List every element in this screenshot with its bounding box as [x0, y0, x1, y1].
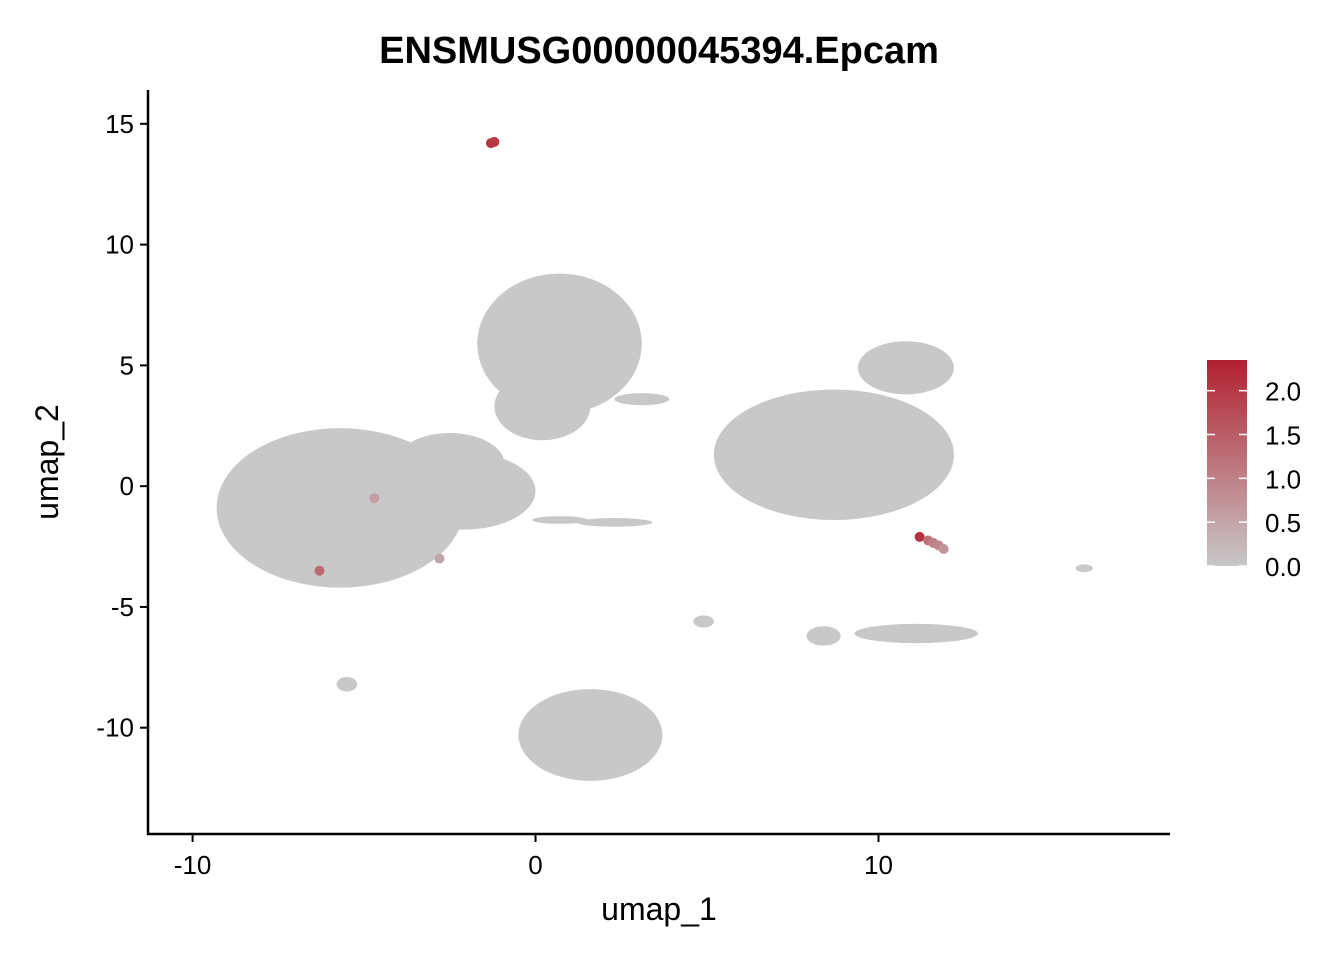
cell-cluster — [857, 341, 954, 395]
expressing-cell-point — [314, 565, 325, 576]
color-legend: 0.0 0.5 1.0 1.5 2.0 — [1207, 360, 1301, 582]
cell-cluster — [518, 689, 663, 781]
cell-cluster — [576, 518, 653, 527]
legend-tick-label: 1.0 — [1265, 464, 1301, 494]
x-tick-label: -10 — [174, 850, 212, 880]
cell-cluster — [336, 676, 358, 692]
cell-cluster — [1075, 564, 1093, 573]
x-tick-label: 10 — [864, 850, 893, 880]
cell-cluster — [806, 626, 841, 646]
cell-cluster — [713, 389, 954, 520]
y-tick-label: 15 — [105, 109, 134, 139]
cell-cluster — [532, 516, 587, 524]
chart-title: ENSMUSG00000045394.Epcam — [379, 30, 939, 72]
x-tick-label: 0 — [528, 850, 542, 880]
cell-cluster — [494, 372, 591, 441]
cell-cluster — [394, 433, 505, 496]
x-axis-title: umap_1 — [601, 891, 717, 927]
expressing-cell-point — [938, 543, 949, 554]
y-tick-label: -5 — [111, 592, 134, 622]
cell-cluster — [854, 623, 978, 644]
axes: -10 0 10 -10 -5 0 5 10 15 — [96, 90, 1170, 880]
expressing-cell-point — [369, 493, 380, 504]
y-axis-title: umap_2 — [29, 404, 65, 520]
expressing-cell-point — [489, 136, 500, 147]
cell-cluster — [518, 725, 574, 750]
expressing-cell-point — [914, 531, 925, 542]
y-tick-label: 10 — [105, 230, 134, 260]
cell-cluster — [614, 393, 670, 406]
legend-tick-label: 0.0 — [1265, 552, 1301, 582]
y-tick-label: 0 — [120, 471, 134, 501]
legend-tick-label: 0.5 — [1265, 508, 1301, 538]
legend-tick-label: 1.5 — [1265, 421, 1301, 451]
legend-colorbar — [1207, 360, 1247, 566]
legend-tick-label: 2.0 — [1265, 377, 1301, 407]
plot-area — [216, 136, 1093, 781]
cell-cluster — [693, 615, 714, 628]
expressing-cell-point — [434, 553, 445, 564]
y-tick-label: 5 — [120, 350, 134, 380]
y-tick-label: -10 — [96, 713, 134, 743]
